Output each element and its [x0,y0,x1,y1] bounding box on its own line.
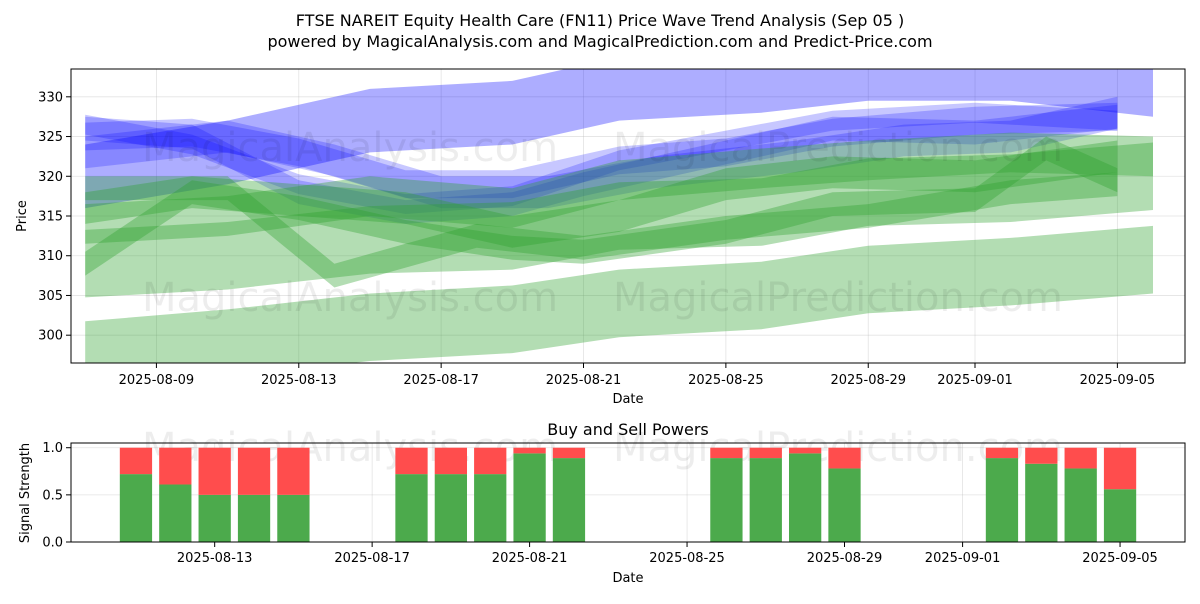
price-wave-bands [85,69,1154,363]
buy-power-bar [198,494,231,542]
figure-title-line1: FTSE NAREIT Equity Health Care (FN11) Pr… [296,11,904,30]
price-plot-area [71,69,1185,363]
price-x-tick-label: 2025-08-13 [261,373,337,388]
price-x-tick-label: 2025-09-05 [1080,373,1156,388]
sell-power-bar [277,447,310,495]
price-x-tick-label: 2025-08-25 [688,373,764,388]
price-watermarks: MagicalAnalysis.com MagicalPrediction.com… [142,125,1063,321]
price-wave-band-green [85,140,1118,248]
sell-power-bar [1064,447,1097,469]
sell-power-bar [552,447,586,459]
price-y-tick-label: 320 [38,170,63,185]
price-wave-band-green [85,136,1118,276]
price-y-tick-label: 330 [38,90,63,105]
power-y-tick-label: 0.0 [42,536,63,551]
sell-power-bar [434,447,468,475]
power-y-axis-label: Signal Strength [18,443,33,543]
watermark-text: MagicalAnalysis.com [142,125,558,171]
price-x-tick-label: 2025-09-01 [937,373,1013,388]
power-x-tick-label: 2025-09-01 [925,551,1001,566]
sell-power-bar [198,447,231,495]
price-axes: 2025-08-09 2025-08-13 2025-08-17 2025-08-21… [38,90,1155,388]
price-y-tick-label: 310 [38,249,63,264]
buy-power-bar [474,474,507,542]
power-x-tick-label: 2025-09-05 [1082,551,1158,566]
buy-power-bar [828,468,861,542]
buy-power-bar [237,494,271,542]
buy-power-bar [119,474,153,542]
price-wave-chart: MagicalAnalysis.com MagicalPrediction.com… [15,68,1186,407]
price-y-axis-label: Price [15,200,30,232]
price-wave-band-blue [85,69,1153,209]
price-wave-band-blue [85,102,1118,214]
sell-power-bar [985,447,1019,459]
watermark-text: MagicalPrediction.com [613,275,1063,321]
sell-power-bar [395,447,428,475]
buy-power-bar [277,494,310,542]
buy-power-bar [159,484,192,542]
buy-power-bar [749,458,782,542]
buy-power-bar [434,474,468,542]
sell-power-bar [159,447,192,485]
buy-power-bar [1064,468,1097,542]
buy-power-bar [395,474,428,542]
buy-power-bar [788,453,822,542]
power-bars [119,447,1137,542]
price-wave-band-blue [85,96,1118,209]
sell-power-bar [119,447,153,475]
price-x-tick-label: 2025-08-17 [403,373,479,388]
sell-power-bar [1103,447,1137,490]
sell-power-bar [513,447,546,454]
buy-power-bar [985,458,1019,542]
sell-power-bar [237,447,271,495]
price-y-tick-label: 315 [38,210,63,225]
sell-power-bar [710,447,743,459]
figure-title-line2: powered by MagicalAnalysis.com and Magic… [267,32,932,51]
buy-power-bar [1103,489,1137,542]
buy-power-bar [1025,463,1058,542]
price-x-tick-label: 2025-08-29 [830,373,906,388]
power-x-tick-label: 2025-08-25 [649,551,725,566]
power-x-tick-label: 2025-08-13 [177,551,253,566]
price-x-tick-label: 2025-08-09 [119,373,195,388]
power-axes: 2025-08-13 2025-08-17 2025-08-21 2025-08-25… [42,441,1158,566]
power-x-tick-label: 2025-08-17 [334,551,410,566]
price-wave-band-green [85,132,1154,244]
power-x-tick-label: 2025-08-29 [807,551,883,566]
sell-power-bar [788,447,822,454]
power-x-tick-label: 2025-08-21 [492,551,568,566]
price-y-tick-label: 325 [38,130,63,145]
power-x-axis-label: Date [612,571,643,586]
power-chart-title: Buy and Sell Powers [547,420,709,439]
watermark-text: MagicalPrediction.com [613,125,1063,171]
price-wave-band-green [85,142,1154,298]
sell-power-bar [749,447,782,459]
price-wave-band-blue [85,102,1118,199]
price-x-tick-label: 2025-08-21 [546,373,622,388]
buy-power-bar [710,458,743,542]
price-grid [71,69,1185,363]
price-y-tick-label: 300 [38,329,63,344]
buy-power-bar [552,458,586,542]
price-wave-band-green [85,172,1118,288]
sell-power-bar [828,447,861,469]
power-plot-frame [70,442,1186,543]
price-y-tick-label: 305 [38,289,63,304]
power-y-tick-label: 0.5 [42,488,63,503]
sell-power-bar [1025,447,1058,464]
price-wave-band-blue [85,104,1118,224]
price-x-axis-label: Date [612,392,643,407]
power-y-tick-label: 1.0 [42,441,63,456]
buy-sell-chart: Buy and Sell Powers MagicalAnalysis.comM… [18,420,1186,586]
price-wave-band-green [85,225,1153,363]
watermark-text: MagicalAnalysis.com [142,275,558,321]
sell-power-bar [474,447,507,475]
buy-power-bar [513,453,546,542]
